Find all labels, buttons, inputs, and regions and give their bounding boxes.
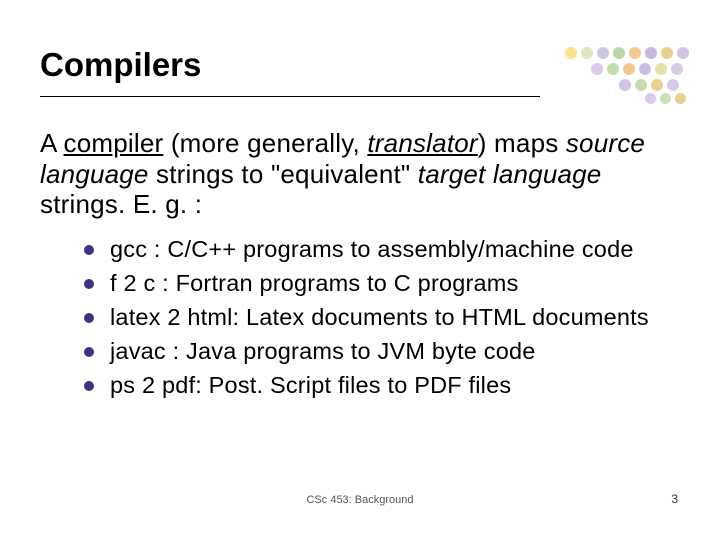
intro-paragraph: A compiler (more generally, translator) … — [40, 128, 680, 220]
bullet-icon — [84, 245, 94, 255]
decor-dot — [581, 47, 593, 59]
decor-dot — [591, 63, 603, 75]
decor-dot — [629, 47, 641, 59]
footer-center: CSc 453: Background — [0, 494, 720, 506]
list-item: gcc : C/C++ programs to assembly/machine… — [84, 234, 650, 264]
decor-dot — [677, 47, 689, 59]
decor-dot — [671, 63, 683, 75]
decor-dot — [619, 79, 631, 91]
list-item: javac : Java programs to JVM byte code — [84, 336, 650, 366]
decor-dot — [675, 93, 686, 104]
decor-dot — [655, 63, 667, 75]
list-item: f 2 c : Fortran programs to C programs — [84, 268, 650, 298]
decor-dot — [645, 47, 657, 59]
decor-dot — [597, 47, 609, 59]
slide: Compilers A compiler (more generally, tr… — [0, 0, 720, 540]
decor-dot — [660, 93, 671, 104]
list-item-text: f 2 c : Fortran programs to C programs — [110, 268, 519, 298]
decor-dot — [623, 63, 635, 75]
bullet-icon — [84, 381, 94, 391]
list-item-text: gcc : C/C++ programs to assembly/machine… — [110, 234, 634, 264]
list-item-text: javac : Java programs to JVM byte code — [110, 336, 536, 366]
decor-dot — [613, 47, 625, 59]
list-item-text: latex 2 html: Latex documents to HTML do… — [110, 302, 649, 332]
title-underline — [40, 96, 540, 97]
bullet-icon — [84, 313, 94, 323]
bullet-icon — [84, 279, 94, 289]
list-item-text: ps 2 pdf: Post. Script files to PDF file… — [110, 370, 511, 400]
decor-dot — [639, 63, 651, 75]
decor-dot — [565, 47, 577, 59]
decor-dot — [667, 79, 679, 91]
decor-dot — [607, 63, 619, 75]
bullet-list: gcc : C/C++ programs to assembly/machine… — [84, 234, 680, 400]
bullet-icon — [84, 347, 94, 357]
footer-page-number: 3 — [671, 492, 678, 506]
decor-dot — [661, 47, 673, 59]
list-item: latex 2 html: Latex documents to HTML do… — [84, 302, 650, 332]
decor-dot — [645, 93, 656, 104]
decorative-dots — [565, 47, 695, 105]
list-item: ps 2 pdf: Post. Script files to PDF file… — [84, 370, 650, 400]
decor-dot — [635, 79, 647, 91]
decor-dot — [651, 79, 663, 91]
